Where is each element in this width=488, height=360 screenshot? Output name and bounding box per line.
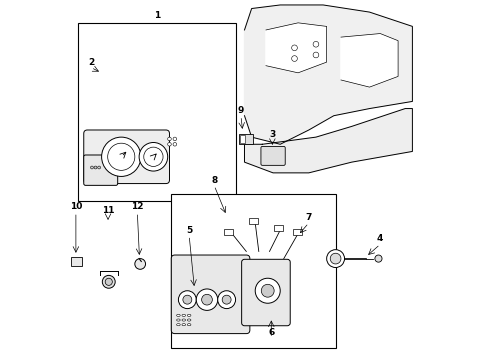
Circle shape: [135, 258, 145, 269]
Text: 12: 12: [131, 202, 143, 211]
Bar: [248, 218, 257, 224]
FancyBboxPatch shape: [83, 130, 169, 184]
Circle shape: [183, 295, 191, 304]
Circle shape: [102, 137, 141, 176]
Text: 1: 1: [154, 11, 160, 20]
Ellipse shape: [187, 314, 190, 316]
FancyBboxPatch shape: [261, 147, 285, 165]
Circle shape: [107, 143, 135, 170]
Ellipse shape: [176, 314, 180, 316]
Circle shape: [222, 295, 231, 304]
Ellipse shape: [182, 319, 185, 321]
Bar: [239, 134, 252, 144]
Circle shape: [139, 143, 167, 171]
Circle shape: [217, 291, 235, 309]
Circle shape: [102, 275, 115, 288]
Circle shape: [167, 143, 171, 146]
Circle shape: [261, 284, 274, 297]
Circle shape: [98, 166, 101, 169]
Ellipse shape: [187, 319, 190, 321]
Ellipse shape: [176, 324, 180, 326]
Circle shape: [173, 137, 176, 141]
Text: 10: 10: [70, 202, 82, 211]
Text: 3: 3: [269, 130, 275, 139]
Text: 2: 2: [87, 58, 94, 67]
Circle shape: [326, 249, 344, 267]
FancyBboxPatch shape: [241, 259, 290, 326]
Ellipse shape: [176, 319, 180, 321]
Text: 5: 5: [185, 225, 192, 234]
Circle shape: [291, 45, 297, 51]
Circle shape: [94, 166, 97, 169]
Bar: [274, 225, 282, 231]
Circle shape: [173, 143, 176, 146]
Text: 11: 11: [102, 206, 114, 215]
Circle shape: [178, 291, 196, 309]
FancyBboxPatch shape: [83, 155, 118, 185]
Ellipse shape: [182, 324, 185, 326]
Circle shape: [255, 278, 280, 303]
Bar: [240, 135, 244, 143]
Circle shape: [291, 56, 297, 62]
Circle shape: [329, 253, 340, 264]
Circle shape: [374, 255, 381, 262]
Text: 4: 4: [376, 234, 383, 243]
Circle shape: [90, 166, 93, 169]
Bar: [71, 257, 82, 266]
FancyBboxPatch shape: [171, 255, 249, 334]
Circle shape: [312, 41, 318, 47]
Polygon shape: [265, 23, 326, 73]
Bar: [224, 229, 232, 235]
Text: 9: 9: [237, 106, 244, 115]
Bar: [292, 229, 301, 235]
Circle shape: [143, 147, 163, 166]
Polygon shape: [244, 5, 411, 144]
Bar: [171, 194, 335, 348]
Bar: [78, 23, 235, 202]
Circle shape: [312, 52, 318, 58]
Polygon shape: [244, 109, 411, 173]
Circle shape: [105, 278, 112, 285]
Ellipse shape: [182, 314, 185, 316]
Circle shape: [196, 289, 217, 310]
Polygon shape: [340, 33, 397, 87]
Text: 7: 7: [305, 213, 311, 222]
Circle shape: [201, 294, 212, 305]
Text: 8: 8: [211, 176, 217, 185]
Text: 6: 6: [267, 328, 274, 337]
Circle shape: [167, 137, 171, 141]
Ellipse shape: [187, 324, 190, 326]
